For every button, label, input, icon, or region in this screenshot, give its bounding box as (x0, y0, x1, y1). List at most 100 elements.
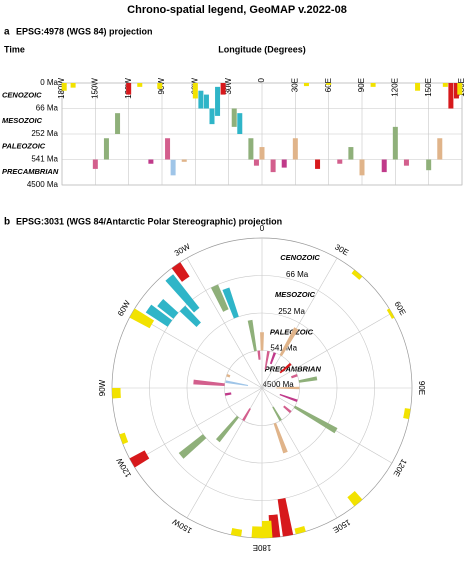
y-tick-label: 4500 Ma (27, 180, 59, 189)
feature-bar (126, 83, 132, 95)
angle-label: 90E (417, 381, 426, 395)
feature-bar (270, 159, 276, 173)
feature-wedge (351, 269, 363, 280)
feature-bar (437, 138, 443, 160)
feature-bar (326, 83, 332, 85)
x-tick-label: 30W (224, 78, 233, 95)
angle-label: 30W (173, 242, 192, 258)
feature-wedge (264, 350, 270, 370)
era-label: CENOZOIC (280, 253, 320, 262)
grid-spoke (131, 387, 263, 464)
grid-spoke (131, 312, 263, 389)
feature-wedge (283, 405, 292, 414)
angle-label: 30E (333, 243, 350, 258)
feature-wedge (279, 327, 299, 357)
panel-label: b (4, 217, 10, 228)
feature-bar (157, 83, 163, 89)
y-axis-title: Time (4, 44, 25, 54)
feature-wedge (178, 434, 207, 459)
feature-bar (231, 108, 237, 127)
feature-wedge (165, 274, 200, 313)
feature-bar (348, 147, 354, 160)
feature-wedge (279, 393, 298, 403)
feature-wedge (279, 362, 292, 374)
grid-spoke (186, 257, 263, 389)
angle-label: 0 (260, 224, 265, 233)
feature-bar (253, 159, 259, 166)
x-tick-label: 60E (324, 78, 333, 92)
feature-wedge (403, 408, 411, 420)
grid-spoke (261, 257, 338, 389)
feature-wedge (293, 405, 338, 434)
panel-title: EPSG:4978 (WGS 84) projection (16, 26, 153, 36)
ring-label: 66 Ma (286, 270, 309, 279)
feature-wedge (257, 350, 261, 360)
feature-bar (115, 113, 121, 134)
y-tick-label: 541 Ma (31, 155, 58, 164)
grid-spoke (261, 312, 393, 389)
feature-bar (215, 86, 221, 116)
feature-bar (70, 83, 76, 88)
x-tick-label: 30E (290, 78, 299, 92)
figure-title: Chrono-spatial legend, GeoMAP v.2022-08 (127, 4, 347, 16)
feature-wedge (129, 450, 150, 468)
x-tick-label: 0 (257, 77, 266, 82)
panel-title: EPSG:3031 (WGS 84/Antarctic Polar Stereo… (16, 216, 282, 226)
feature-bar (337, 159, 343, 164)
feature-bar (359, 159, 365, 176)
feature-wedge (171, 262, 190, 282)
feature-bar (259, 147, 265, 160)
feature-wedge (247, 319, 257, 352)
era-label: PRECAMBRIAN (265, 364, 322, 373)
era-label: MESOZOIC (2, 116, 43, 125)
feature-wedge (272, 406, 282, 422)
feature-bar (181, 159, 187, 162)
y-tick-label: 66 Ma (36, 104, 59, 113)
feature-wedge (179, 305, 201, 327)
feature-wedge (347, 491, 363, 507)
feature-bar (170, 159, 176, 176)
x-tick-label: 120E (390, 78, 399, 97)
feature-bar (448, 83, 454, 109)
feature-bar (198, 90, 204, 109)
panel-label: a (4, 27, 10, 38)
feature-bar (415, 83, 421, 91)
era-label: CENOZOIC (2, 91, 42, 100)
x-tick-label: 180W (57, 78, 66, 99)
feature-wedge (294, 526, 306, 535)
feature-wedge (226, 373, 231, 378)
feature-bar (292, 138, 298, 160)
era-label: MESOZOIC (275, 290, 316, 299)
feature-wedge (242, 408, 251, 422)
ring-label: 4500 Ma (263, 380, 295, 389)
feature-bar (403, 159, 409, 166)
angle-label: 60E (393, 300, 408, 317)
feature-bar (220, 83, 226, 95)
angle-label: 120E (391, 457, 408, 478)
feature-wedge (225, 380, 249, 387)
feature-wedge (276, 386, 300, 390)
feature-bar (248, 138, 254, 160)
feature-wedge (251, 526, 262, 538)
feature-wedge (193, 379, 225, 387)
feature-wedge (269, 352, 277, 365)
feature-bar (381, 159, 387, 173)
feature-wedge (290, 373, 298, 379)
feature-wedge (260, 332, 264, 351)
feature-bar (370, 83, 376, 87)
y-tick-label: 0 Ma (40, 78, 58, 87)
feature-wedge (277, 498, 294, 537)
era-label: PRECAMBRIAN (2, 167, 59, 176)
feature-bar (315, 159, 321, 169)
feature-wedge (386, 308, 395, 319)
feature-bar (165, 138, 171, 160)
feature-bar (61, 83, 67, 91)
feature-bar (148, 159, 154, 164)
feature-wedge (157, 299, 179, 319)
angle-label: 60W (116, 299, 132, 318)
era-label: PALEOZOIC (270, 327, 314, 336)
feature-wedge (210, 284, 229, 312)
x-tick-label: 150W (90, 78, 99, 99)
feature-wedge (222, 287, 239, 319)
